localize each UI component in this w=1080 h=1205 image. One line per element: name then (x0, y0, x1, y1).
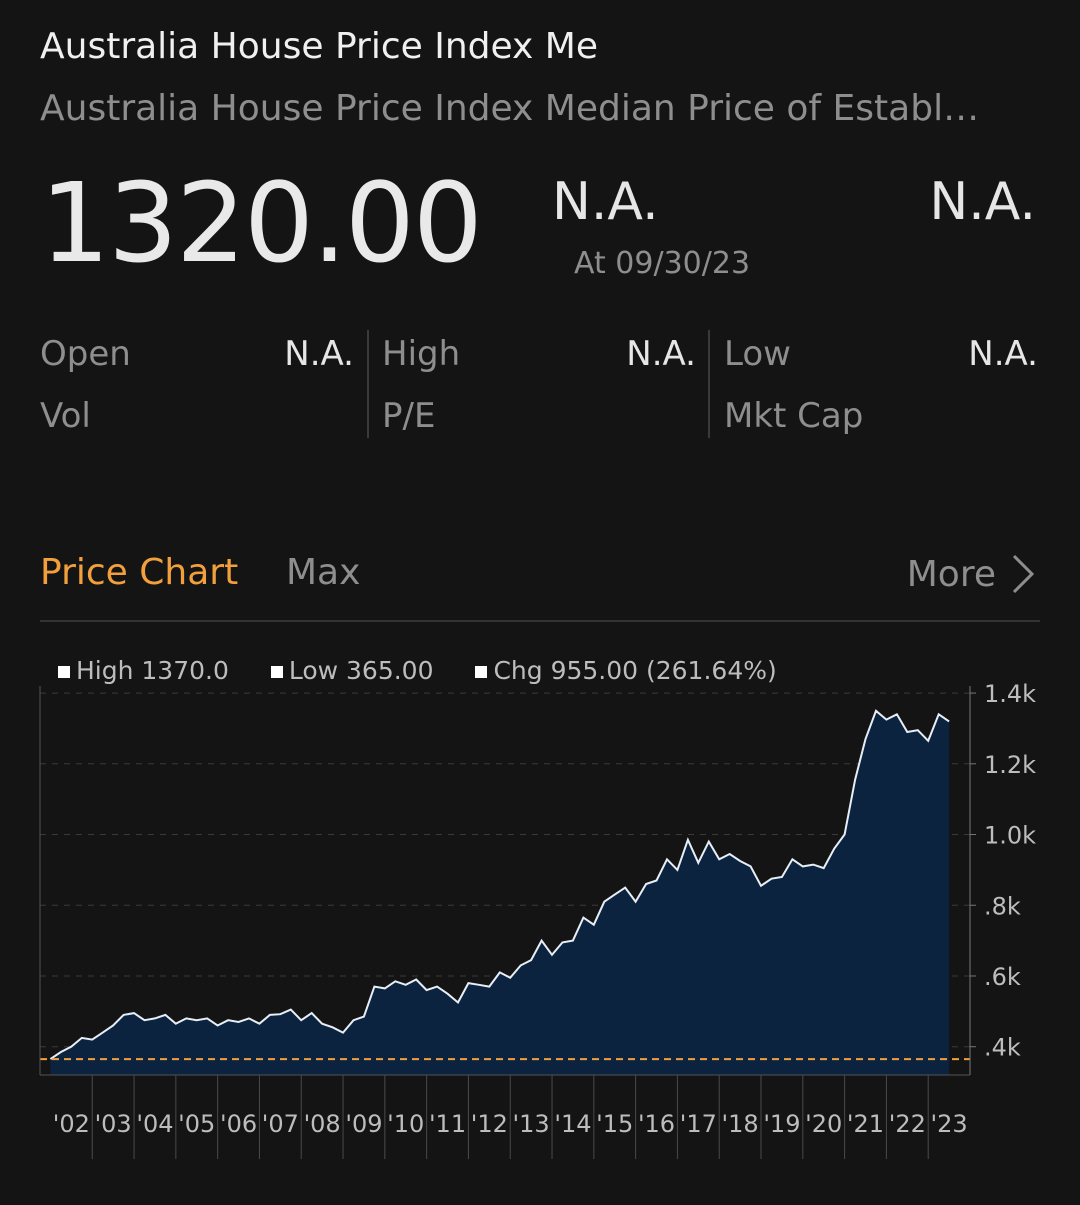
stats-column-low: Low N.A. Mkt Cap (724, 330, 1038, 438)
mktcap-label: Mkt Cap (724, 396, 864, 436)
y-tick-label: 1.2k (984, 751, 1036, 779)
security-full-name: Australia House Price Index Median Price… (40, 88, 980, 129)
x-tick-label: '02 (53, 1110, 90, 1138)
y-tick-label: .4k (984, 1034, 1021, 1062)
legend-high-text: High 1370.0 (76, 656, 229, 685)
x-tick-label: '12 (471, 1110, 508, 1138)
legend-high: High 1370.0 (58, 656, 229, 685)
open-label: Open (40, 334, 131, 374)
price-line (49, 709, 950, 1060)
x-tick-label: '09 (345, 1110, 382, 1138)
x-tick-label: '17 (680, 1110, 717, 1138)
y-tick-label: .6k (984, 963, 1021, 991)
chevron-right-icon (1012, 554, 1035, 594)
x-tick-label: '05 (178, 1110, 215, 1138)
stats-divider (708, 330, 710, 438)
percent-change: N.A. (929, 172, 1036, 232)
range-selector-max[interactable]: Max (286, 552, 361, 593)
x-tick-label: '07 (262, 1110, 299, 1138)
low-value: N.A. (968, 334, 1038, 374)
x-tick-label: '21 (847, 1110, 884, 1138)
price-chart[interactable]: .4k.6k.8k1.0k1.2k1.4k'02'03'04'05'06'07 '… (0, 680, 1080, 1180)
legend-low-text: Low 365.00 (288, 656, 434, 685)
legend-chg-text: Chg 955.00 (261.64%) (493, 656, 777, 685)
x-tick-label: '04 (136, 1110, 173, 1138)
legend-marker (270, 666, 283, 678)
page-title: Australia House Price Index Me (40, 26, 598, 67)
stats-column-high: High N.A. P/E (382, 330, 696, 438)
last-price: 1320.00 (40, 159, 483, 287)
pe-label: P/E (382, 396, 436, 436)
x-tick-label: '15 (596, 1110, 633, 1138)
price-area (50, 710, 950, 1075)
more-label: More (906, 553, 996, 595)
high-value: N.A. (626, 334, 696, 374)
x-tick-label: '03 (95, 1110, 132, 1138)
legend-change: Chg 955.00 (261.64%) (475, 656, 777, 685)
x-tick-label: '23 (931, 1110, 968, 1138)
x-tick-label: '13 (513, 1110, 550, 1138)
more-button[interactable]: More (907, 552, 1040, 596)
vol-label: Vol (40, 396, 91, 436)
y-tick-label: 1.4k (984, 680, 1036, 708)
x-tick-label: '22 (889, 1110, 926, 1138)
y-tick-label: 1.0k (984, 822, 1036, 850)
legend-marker (475, 666, 488, 678)
key-stats-panel: Open N.A. Vol High N.A. P/E Low N.A. Mkt… (40, 330, 1038, 438)
net-change: N.A. (552, 172, 659, 232)
as-of-date: At 09/30/23 (574, 246, 751, 281)
stats-divider (367, 330, 369, 438)
x-tick-label: '20 (805, 1110, 842, 1138)
chart-tab-bar: Price Chart Max More (40, 548, 1040, 622)
chart-legend: High 1370.0 Low 365.00 Chg 955.00 (261.6… (58, 656, 811, 685)
x-tick-label: '16 (638, 1110, 675, 1138)
x-tick-label: '19 (763, 1110, 800, 1138)
x-tick-label: '14 (554, 1110, 591, 1138)
tab-price-chart[interactable]: Price Chart (40, 552, 239, 593)
open-value: N.A. (284, 334, 354, 374)
stats-column-open: Open N.A. Vol (40, 330, 354, 438)
high-label: High (382, 334, 461, 374)
x-tick-label: '06 (220, 1110, 257, 1138)
low-label: Low (724, 334, 791, 374)
x-tick-label: '08 (304, 1110, 341, 1138)
x-tick-label: '18 (722, 1110, 759, 1138)
x-tick-label: '10 (387, 1110, 424, 1138)
legend-low: Low 365.00 (270, 656, 434, 685)
y-tick-label: .8k (984, 892, 1021, 920)
legend-marker (58, 666, 70, 678)
x-tick-label: '11 (429, 1110, 466, 1138)
